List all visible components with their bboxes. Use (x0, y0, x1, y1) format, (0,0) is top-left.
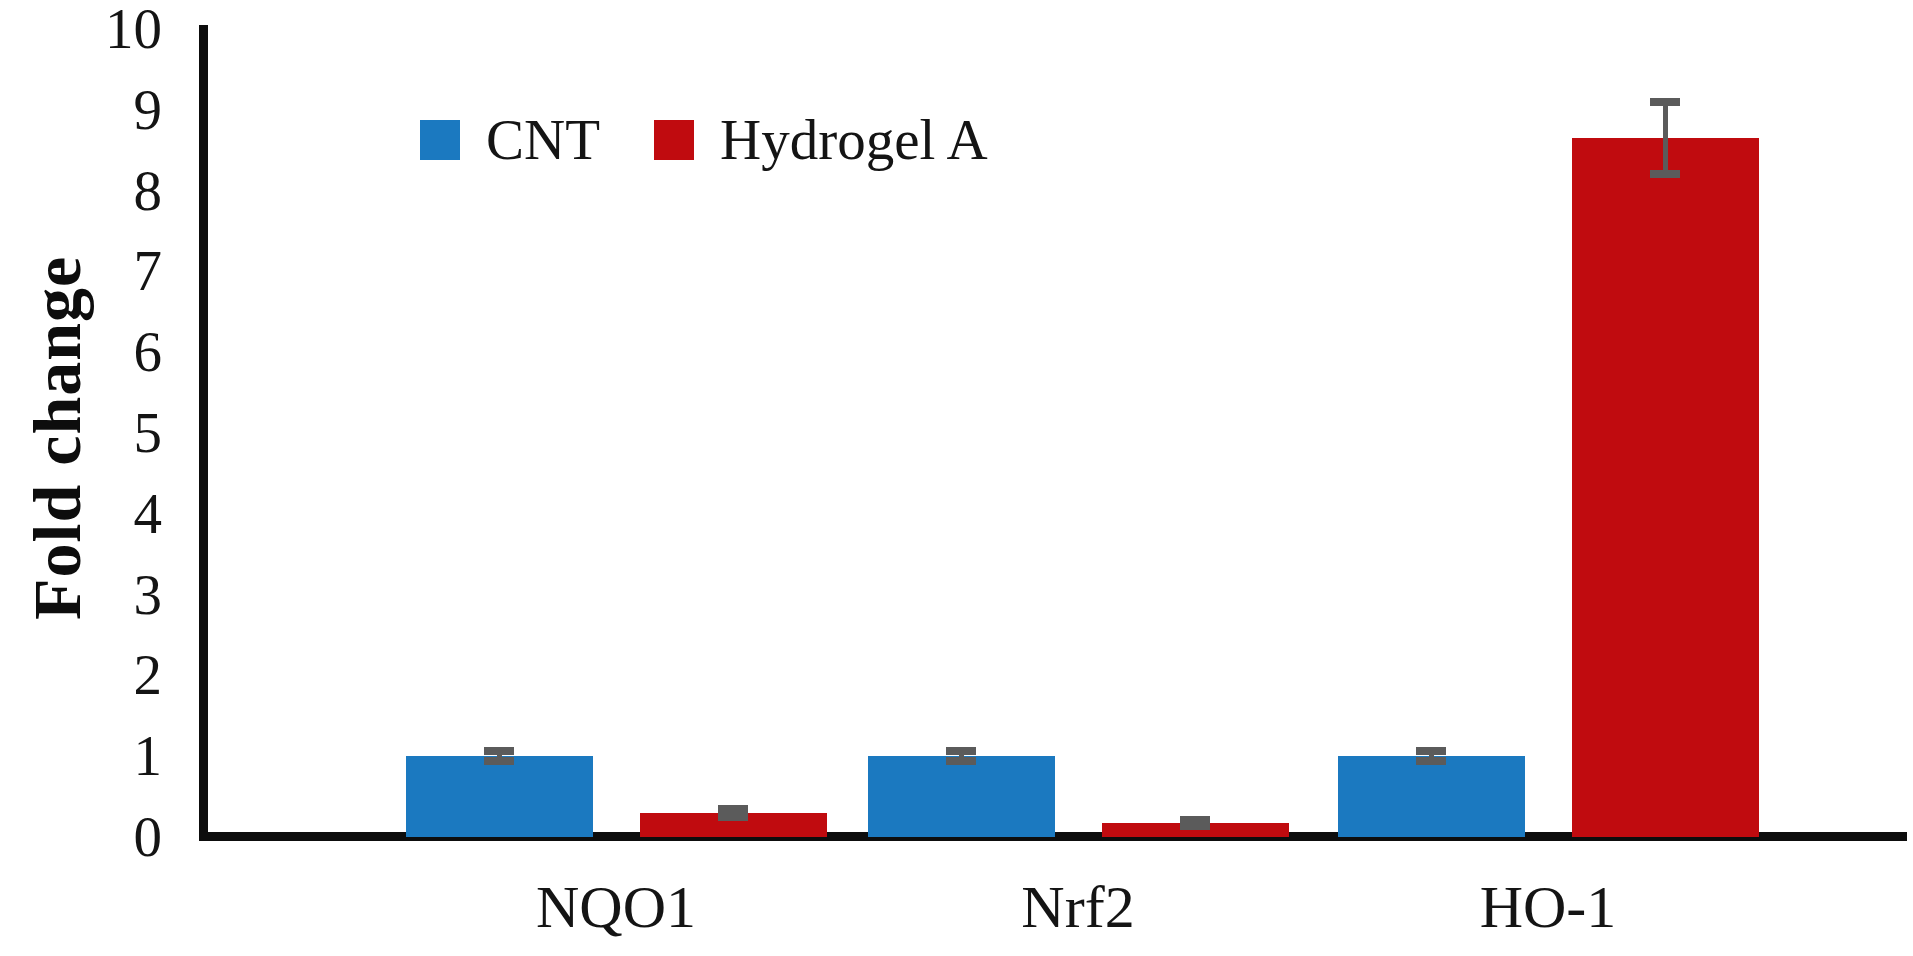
y-tick-label: 10 (0, 0, 162, 59)
bar-cnt-nrf2 (868, 756, 1055, 837)
y-tick-label: 9 (0, 80, 162, 140)
y-axis-line (199, 25, 208, 841)
bar-cnt-nqo1 (406, 756, 593, 837)
category-label-ho-1: HO-1 (1388, 876, 1708, 938)
y-tick-label: 5 (0, 403, 162, 463)
y-tick-label: 3 (0, 565, 162, 625)
legend-item-cnt: CNT (420, 104, 600, 176)
error-bar-hydrogel-a-ho-1-bottom-cap (1650, 170, 1680, 178)
bar-cnt-ho-1 (1338, 756, 1525, 837)
legend-label-hydrogel-a: Hydrogel A (720, 104, 988, 176)
y-tick-label: 0 (0, 807, 162, 867)
legend-item-hydrogel-a: Hydrogel A (654, 104, 988, 176)
legend-swatch-hydrogel-a (654, 120, 694, 160)
y-tick-label: 8 (0, 161, 162, 221)
category-label-nrf2: Nrf2 (918, 876, 1238, 938)
error-bar-hydrogel-a-nrf2-bottom-cap (1180, 822, 1210, 830)
error-bar-hydrogel-a-nqo1-top-cap (718, 805, 748, 813)
error-bar-cnt-nrf2-bottom-cap (946, 757, 976, 765)
y-tick-label: 6 (0, 322, 162, 382)
error-bar-hydrogel-a-nqo1-bottom-cap (718, 813, 748, 821)
error-bar-cnt-nqo1-top-cap (484, 747, 514, 755)
category-label-nqo1: NQO1 (456, 876, 776, 938)
y-tick-label: 1 (0, 726, 162, 786)
bar-chart-figure: Fold change CNTHydrogel A 012345678910NQ… (0, 0, 1913, 956)
bar-hydrogel-a-ho-1 (1572, 138, 1759, 837)
error-bar-cnt-ho-1-top-cap (1416, 747, 1446, 755)
y-tick-label: 4 (0, 484, 162, 544)
error-bar-hydrogel-a-ho-1-top-cap (1650, 98, 1680, 106)
y-tick-label: 2 (0, 645, 162, 705)
legend-label-cnt: CNT (486, 104, 600, 176)
legend-swatch-cnt (420, 120, 460, 160)
error-bar-hydrogel-a-ho-1 (1663, 102, 1668, 175)
error-bar-cnt-nrf2-top-cap (946, 747, 976, 755)
legend: CNT Hydrogel A (420, 104, 988, 176)
error-bar-cnt-nqo1-bottom-cap (484, 757, 514, 765)
error-bar-cnt-ho-1-bottom-cap (1416, 757, 1446, 765)
y-tick-label: 7 (0, 241, 162, 301)
